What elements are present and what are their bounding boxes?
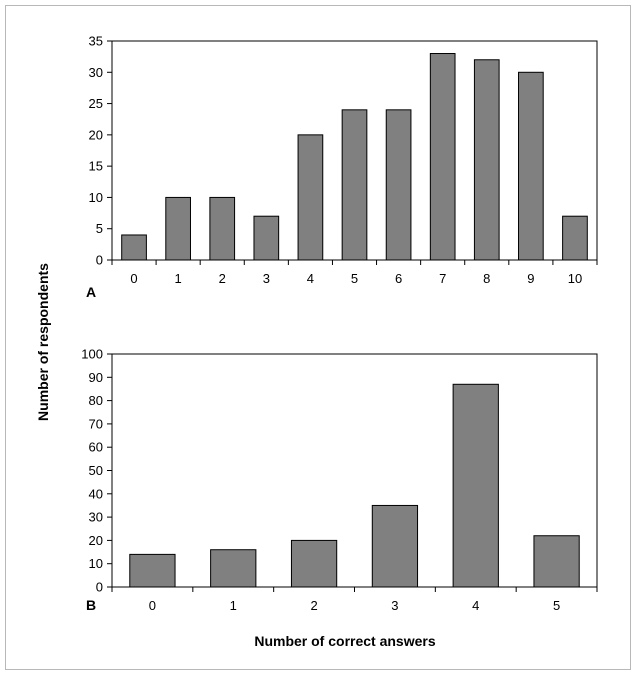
bar — [518, 71, 544, 261]
y-axis-title: Number of respondents — [35, 263, 51, 421]
bar — [165, 196, 191, 261]
chart-panel-a: A 0 5 10 15 20 25 30 35 0 1 2 3 4 5 6 7 8 9 10 — [86, 34, 598, 300]
bars-b — [129, 383, 580, 588]
bar — [341, 109, 368, 261]
y-tick-label: 90 — [89, 370, 103, 385]
y-tick-label: 40 — [89, 486, 103, 501]
bar — [129, 553, 176, 588]
x-tick-label: 1 — [230, 598, 237, 613]
x-tick-label: 7 — [439, 271, 446, 286]
bar — [385, 109, 412, 261]
chart-panel-b: B 0 10 20 30 40 50 60 70 80 90 100 0 1 2 3 4 5 — [81, 347, 598, 613]
bar — [121, 234, 147, 261]
y-tick-label: 0 — [96, 253, 103, 268]
bar — [253, 215, 280, 261]
panel-label-a: A — [86, 284, 96, 300]
y-tick-label: 5 — [96, 221, 103, 236]
bar — [473, 59, 500, 261]
bar — [452, 383, 499, 588]
x-tick-label: 0 — [130, 271, 137, 286]
y-tick-label: 15 — [89, 159, 103, 174]
x-tick-label: 4 — [472, 598, 479, 613]
x-ticks-a: 0 1 2 3 4 5 6 7 8 9 10 — [111, 260, 598, 286]
y-tick-label: 10 — [89, 190, 103, 205]
y-tick-label: 0 — [96, 580, 103, 595]
y-tick-label: 10 — [89, 556, 103, 571]
x-tick-label: 3 — [391, 598, 398, 613]
x-tick-label: 10 — [568, 271, 582, 286]
y-tick-label: 80 — [89, 393, 103, 408]
x-tick-label: 0 — [149, 598, 156, 613]
panel-label-b: B — [86, 597, 96, 613]
x-tick-label: 5 — [553, 598, 560, 613]
y-tick-label: 50 — [89, 463, 103, 478]
y-tick-label: 35 — [89, 34, 103, 49]
bar — [371, 504, 419, 588]
x-tick-label: 9 — [527, 271, 534, 286]
y-ticks-a: 0 5 10 15 20 25 30 35 — [89, 34, 112, 268]
x-tick-label: 8 — [483, 271, 490, 286]
bar — [209, 196, 236, 261]
x-tick-label: 6 — [395, 271, 402, 286]
y-tick-label: 60 — [89, 440, 103, 455]
x-tick-label: 2 — [310, 598, 317, 613]
x-tick-label: 4 — [307, 271, 314, 286]
y-tick-label: 30 — [89, 510, 103, 525]
bar — [562, 215, 588, 261]
x-tick-label: 2 — [219, 271, 226, 286]
y-tick-label: 20 — [89, 127, 103, 142]
y-tick-label: 30 — [89, 65, 103, 80]
y-tick-label: 20 — [89, 533, 103, 548]
y-tick-label: 25 — [89, 96, 103, 111]
bar — [533, 535, 580, 588]
x-axis-title: Number of correct answers — [254, 633, 435, 649]
x-tick-label: 3 — [263, 271, 270, 286]
bar — [429, 53, 456, 261]
bar — [290, 539, 338, 588]
bar — [297, 134, 324, 261]
y-tick-label: 100 — [81, 347, 103, 362]
bars-a — [121, 53, 588, 261]
x-tick-label: 1 — [175, 271, 182, 286]
y-tick-label: 70 — [89, 416, 103, 431]
y-ticks-b: 0 10 20 30 40 50 60 70 80 90 100 — [81, 347, 112, 595]
bar — [210, 549, 257, 588]
x-ticks-b: 0 1 2 3 4 5 — [111, 587, 598, 613]
x-tick-label: 5 — [351, 271, 358, 286]
